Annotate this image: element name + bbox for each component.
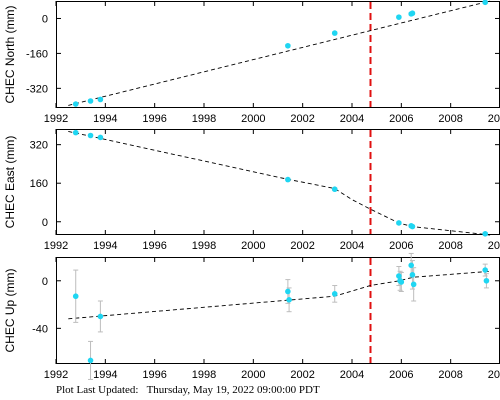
chart-panel-2: 320 160 0 1992 1994 1996 1998 2000 2002 2004 2006 2… [3,129,500,252]
chart-panel-1: 0 -160 -320 1992 1994 1996 1998 2000 2002 2004 200… [3,0,500,125]
data-point [72,293,79,300]
plot-frame [56,257,500,364]
data-point [87,132,94,139]
x-tick-label: 1998 [192,369,216,381]
x-tick-label: 2010 [488,113,500,125]
data-point [482,0,488,6]
y-tick-label: -40 [32,323,48,335]
data-point [483,277,490,284]
y-axis-label: CHEC Up (mm) [3,269,17,353]
data-point [87,98,94,104]
y-tick-label: 0 [42,13,48,25]
x-tick-label: 2000 [241,113,265,125]
data-point [482,267,489,273]
footer-label: Plot Last Updated: [56,384,139,396]
data-point [396,273,402,279]
x-tick-label: 2002 [290,113,314,125]
x-tick-label: 1994 [93,369,117,381]
data-point [285,176,291,183]
x-tick-label: 1996 [142,369,166,381]
x-tick-label: 2000 [241,240,265,252]
trend-line [68,0,491,106]
x-tick-label: 2006 [389,240,413,252]
plot-updated-footer: Plot Last Updated: Thursday, May 19, 202… [56,384,320,396]
x-tick-label: 1994 [93,113,117,125]
trend-line [68,130,491,236]
x-tick-label: 1998 [192,240,216,252]
x-tick-label: 2010 [488,240,500,252]
data-point [408,262,415,269]
x-tick-label: 2008 [438,369,462,381]
x-tick-label: 1992 [44,369,68,381]
data-point [409,10,416,17]
data-point [331,186,338,193]
x-tick-label: 1992 [44,113,68,125]
data-point [72,129,79,136]
x-tick-label: 1992 [44,240,68,252]
y-tick-label: 320 [30,140,48,152]
x-tick-label: 2004 [340,113,364,125]
y-tick-label: 160 [30,178,48,190]
data-point [97,96,104,103]
trend-line [68,270,491,320]
x-tick-label: 2002 [290,369,314,381]
x-tick-label: 1994 [93,240,117,252]
x-tick-label: 2010 [488,369,500,381]
x-tick-label: 2002 [290,240,314,252]
y-tick-label: -160 [26,48,48,60]
y-tick-label: 0 [42,217,48,229]
y-axis-label: CHEC North (mm) [3,5,17,103]
data-point [331,30,338,36]
x-tick-label: 1996 [142,113,166,125]
x-tick-label: 1998 [192,113,216,125]
x-tick-label: 1996 [142,240,166,252]
plot-frame [56,129,500,235]
data-point [410,281,417,288]
data-point [482,230,489,237]
y-tick-label: 0 [42,276,48,288]
data-point [285,42,291,49]
y-axis-label: CHEC East (mm) [3,136,17,229]
data-point [409,272,416,278]
x-tick-label: 2004 [340,240,364,252]
data-point [409,223,416,230]
data-point [97,313,104,320]
footer-date: Thursday, May 19, 2022 09:00:00 PDT [146,384,320,396]
data-point [285,288,291,295]
x-tick-label: 2008 [438,113,462,125]
data-point [97,134,104,141]
chart-panel-3: 0 -40 1992 1994 1996 1998 2000 2002 2004 2006 2008… [3,252,500,381]
data-point [396,220,402,226]
x-tick-label: 2008 [438,240,462,252]
x-tick-label: 2000 [241,369,265,381]
data-point [398,279,405,285]
data-point [396,14,402,20]
x-tick-label: 2006 [389,369,413,381]
data-point [286,297,292,303]
data-point [87,357,94,364]
y-tick-label: -320 [26,83,48,95]
data-point [331,291,338,297]
x-tick-label: 2006 [389,113,413,125]
data-point [72,101,79,107]
x-tick-label: 2004 [340,369,364,381]
